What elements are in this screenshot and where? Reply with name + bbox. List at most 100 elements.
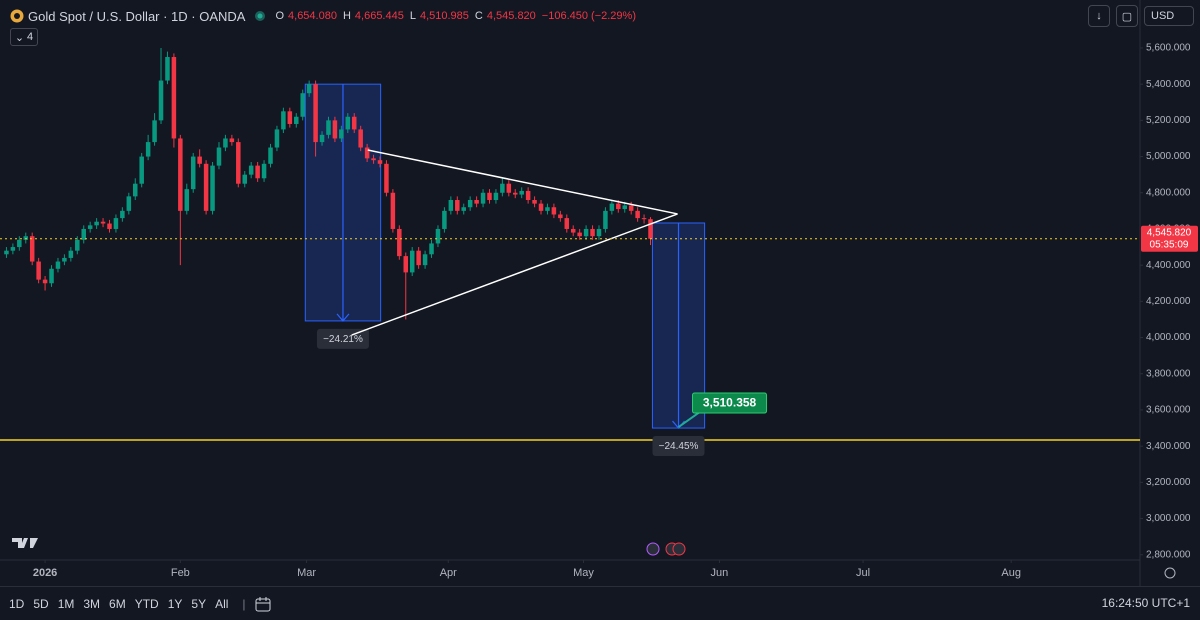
- candle-body: [513, 192, 518, 195]
- candle-body: [422, 254, 428, 266]
- trendline: [367, 149, 678, 215]
- download-button[interactable]: ↓: [1088, 5, 1110, 27]
- screenshot-button[interactable]: ▢: [1116, 5, 1138, 27]
- candle-body: [281, 111, 286, 130]
- candle-body: [49, 268, 54, 284]
- y-tick-label: 3,000.000: [1146, 513, 1191, 524]
- symbol-header: Gold Spot / U.S. Dollar · 1D · OANDA O 4,…: [10, 6, 638, 26]
- candle-body: [339, 129, 344, 139]
- candle-body: [165, 57, 170, 81]
- timeframe-button[interactable]: 6M: [109, 596, 126, 611]
- x-tick-label: 2026: [33, 567, 57, 579]
- price-tag: 4,545.820: [1147, 227, 1192, 238]
- candle-body: [158, 80, 164, 121]
- measure-arrowhead: [336, 313, 350, 322]
- candle-body: [596, 228, 602, 237]
- candle-body: [184, 189, 190, 211]
- candle-body: [81, 228, 86, 240]
- candle-body: [261, 163, 267, 179]
- candle-body: [551, 207, 557, 215]
- ohlc-key: H: [342, 10, 351, 22]
- timeframe-button[interactable]: 5D: [33, 596, 49, 611]
- candle-body: [455, 200, 460, 211]
- timeframe-button[interactable]: All: [215, 596, 229, 611]
- tv-logo: [12, 538, 38, 548]
- indicator-toggle[interactable]: ⌄ 4: [10, 28, 38, 46]
- timeframe-button[interactable]: YTD: [134, 596, 159, 611]
- candle-body: [577, 232, 582, 237]
- y-tick-label: 5,200.000: [1146, 115, 1191, 126]
- y-tick-label: 3,600.000: [1146, 405, 1191, 416]
- candle-body: [75, 239, 80, 251]
- candle-body: [190, 156, 196, 190]
- y-tick-label: 3,800.000: [1146, 368, 1191, 379]
- x-tick-label: May: [573, 567, 594, 579]
- currency-select[interactable]: USD: [1144, 6, 1194, 26]
- candle-body: [603, 210, 608, 229]
- y-tick-label: 3,400.000: [1146, 441, 1191, 452]
- candle-body: [319, 134, 325, 143]
- symbol-icon: [10, 9, 24, 23]
- timeframe-button[interactable]: 3M: [83, 596, 101, 611]
- candle-body: [4, 250, 9, 255]
- ohlc-key: C: [474, 10, 483, 22]
- trendline: [351, 213, 678, 336]
- candle-body: [274, 129, 280, 148]
- candle-body: [416, 250, 421, 266]
- y-tick-label: 5,600.000: [1146, 43, 1191, 54]
- candle-body: [628, 205, 634, 211]
- candle-body: [635, 210, 640, 219]
- x-tick-label: Apr: [440, 567, 457, 579]
- settings-icon: [1164, 567, 1176, 579]
- candle-body: [100, 221, 106, 224]
- candle-body: [287, 111, 293, 124]
- countdown: 05:35:09: [1150, 239, 1189, 250]
- x-tick-label: Jun: [711, 567, 729, 579]
- candle-body: [152, 120, 157, 143]
- y-tick-label: 4,800.000: [1146, 187, 1191, 198]
- candle-body: [583, 228, 589, 237]
- candle-body: [268, 147, 273, 164]
- timeframe-button[interactable]: 1M: [57, 596, 75, 611]
- date-range-icon[interactable]: [254, 595, 272, 613]
- candle-body: [248, 165, 254, 175]
- candle-body: [133, 183, 138, 197]
- y-tick-label: 2,800.000: [1146, 549, 1191, 560]
- candle-body: [371, 158, 376, 161]
- candle-body: [364, 147, 370, 159]
- candle-body: [467, 200, 473, 208]
- chart: 5,600.000 5,400.000 5,200.000 5,000.000 4,80…: [0, 0, 1198, 586]
- measure-label: −24.21%: [323, 334, 363, 345]
- bottom-bar: 1D 5D 1M 3M 6M YTD 1Y 5Y All | 16:24:50 UTC+1: [0, 586, 1200, 620]
- ohlc-key: L: [409, 10, 416, 22]
- candle-body: [525, 190, 531, 200]
- candle-body: [236, 142, 241, 184]
- candle-body: [558, 214, 563, 219]
- clock: 16:24:50 UTC+1: [1101, 596, 1190, 610]
- timeframe-button[interactable]: 1Y: [167, 596, 183, 611]
- candle-body: [42, 279, 48, 284]
- y-tick-label: 3,200.000: [1146, 477, 1191, 488]
- candle-body: [313, 84, 318, 143]
- candle-body: [223, 138, 228, 148]
- y-tick-label: 5,000.000: [1146, 151, 1191, 162]
- ohlc-value: 4,665.445: [354, 10, 404, 22]
- candle-body: [616, 203, 621, 210]
- candle-body: [648, 219, 653, 239]
- price-tag-box: [1141, 225, 1198, 252]
- timeframe-button[interactable]: 1D: [9, 596, 25, 611]
- candle-body: [545, 207, 550, 211]
- candle-body: [306, 84, 312, 94]
- timeframe-button[interactable]: 5Y: [191, 596, 207, 611]
- candle-body: [403, 256, 409, 273]
- candle-body: [113, 218, 119, 229]
- candle-body: [480, 192, 486, 204]
- candle-body: [255, 165, 260, 179]
- event-icon: [646, 542, 660, 556]
- symbol-title[interactable]: Gold Spot / U.S. Dollar · 1D · OANDA: [28, 8, 246, 24]
- x-tick-label: Mar: [297, 567, 316, 579]
- ohlc-key: O: [275, 10, 285, 22]
- candle-body: [68, 250, 74, 258]
- candle-body: [442, 210, 447, 229]
